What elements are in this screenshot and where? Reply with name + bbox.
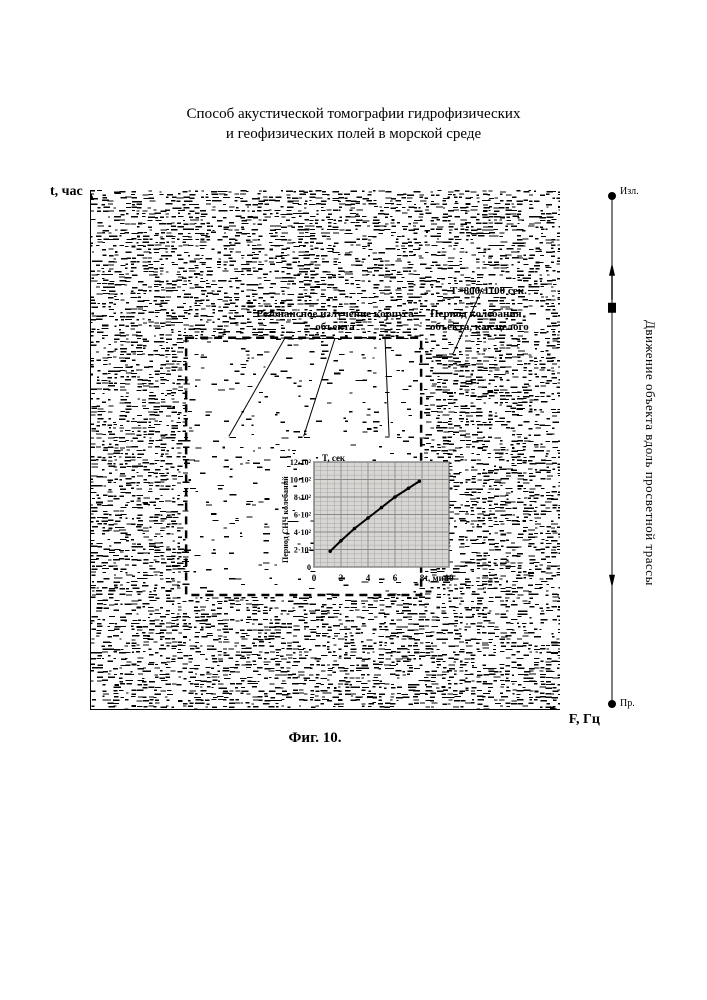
trajectory-vertical-label: Движение объекта вдоль просветной трассы — [642, 320, 658, 586]
trajectory-group — [608, 192, 616, 708]
title-line-2: и геофизических полей в морской среде — [226, 126, 481, 142]
figure-caption: Фиг. 10. — [0, 730, 630, 747]
annotation-resonance: Резонансное излучение корпусаобъекта — [240, 308, 430, 333]
annotation-period-sub: Период колебанияобъекта, как целого — [430, 308, 570, 333]
page-root: Способ акустической томографии гидрофизи… — [0, 0, 707, 1000]
trajectory-bottom-label: Пр. — [620, 698, 635, 709]
document-title: Способ акустической томографии гидрофизи… — [0, 104, 707, 145]
inset-chart: 024681002·10²4·10²6·10²8·10²10·10²12·10²… — [280, 450, 455, 585]
annotation-period-title-text: T=800-1100 сек. — [450, 285, 527, 297]
trajectory-diagram: Изл. Пр. Движение объекта вдоль просветн… — [600, 190, 660, 710]
spectrogram-figure: t, час F, Гц 012345678901234 Резонансное… — [90, 190, 560, 710]
trajectory-top-label: Изл. — [620, 186, 639, 197]
title-line-1: Способ акустической томографии гидрофизи… — [187, 106, 521, 122]
y-axis-label: t, час — [50, 184, 83, 200]
inset-svg: 024681002·10²4·10²6·10²8·10²10·10²12·10²… — [280, 450, 455, 585]
annotation-resonance-text: Резонансное излучение корпусаобъекта — [256, 308, 414, 333]
annotation-period-sub-text: Период колебанияобъекта, как целого — [430, 308, 529, 333]
x-axis-label: F, Гц — [569, 712, 600, 728]
annotation-period-title: T=800-1100 сек. — [450, 285, 560, 298]
inset-plot-group: 024681002·10²4·10²6·10²8·10²10·10²12·10²… — [281, 453, 454, 583]
